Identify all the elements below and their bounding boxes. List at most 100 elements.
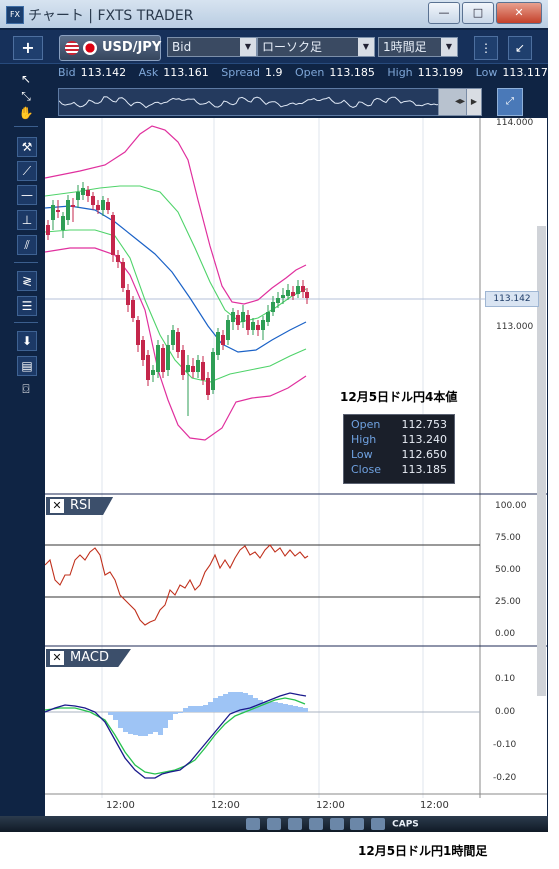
macd-histogram-bar (133, 712, 138, 735)
toolbar-divider (14, 322, 38, 323)
pointer-icon[interactable]: ↖ (20, 72, 32, 86)
macd-histogram-bar (243, 693, 248, 712)
download-icon[interactable]: ⬇ (17, 331, 37, 351)
ohlc-info-box: Open 112.753 High 113.240 Low 112.650 Close… (343, 414, 455, 484)
candle-body (81, 188, 85, 195)
tray-app-icon[interactable] (246, 818, 260, 830)
list-icon[interactable]: ▤ (17, 356, 37, 376)
rsi-tick-label: 25.00 (495, 597, 521, 607)
chart-area[interactable] (45, 118, 547, 816)
crosshair-pointer-icon[interactable]: ⤡ (21, 89, 31, 103)
macd-histogram-bar (248, 695, 253, 712)
vertical-line-icon[interactable]: ⊥ (17, 210, 37, 230)
macd-line (45, 692, 307, 779)
chart-type-value: ローソク足 (262, 40, 323, 54)
macd-histogram-bar (303, 708, 308, 712)
chart-navigator[interactable] (58, 88, 482, 116)
fan-icon[interactable]: ≷ (17, 271, 37, 291)
channel-icon[interactable]: ⫽ (17, 235, 37, 255)
macd-histogram-bar (278, 703, 283, 712)
fibonacci-icon[interactable]: ☰ (17, 296, 37, 316)
bollinger-lower-band (45, 247, 307, 441)
time-tick-label: 12:00 (420, 800, 449, 811)
ask-value: 113.161 (163, 66, 209, 79)
candle-body (236, 315, 240, 325)
camera-icon[interactable]: ⌼ (22, 382, 30, 396)
macd-histogram-bar (118, 712, 123, 728)
close-button[interactable]: ✕ (496, 2, 542, 24)
close-panel-icon[interactable]: ✕ (50, 499, 64, 513)
price-type-select[interactable]: Bid ▼ (167, 37, 257, 57)
ohlc-high-value: 113.240 (401, 433, 448, 446)
macd-tick-label: -0.20 (493, 773, 517, 783)
bollinger-upper-band (45, 125, 307, 305)
low-value: 113.117 (502, 66, 548, 79)
candle-body (121, 262, 125, 288)
macd-histogram-bar (263, 702, 268, 712)
ohlc-low-value: 112.650 (401, 448, 448, 461)
candle-body (141, 340, 145, 360)
timeframe-select[interactable]: 1時間足 ▼ (378, 37, 458, 57)
maximize-button[interactable]: □ (462, 2, 494, 24)
low-label: Low (475, 66, 498, 79)
macd-histogram-bar (193, 706, 198, 712)
jp-flag-icon (83, 41, 97, 55)
rsi-tick-label: 100.00 (495, 501, 527, 511)
window-title: チャート | FXTS TRADER (28, 8, 194, 24)
high-value: 113.199 (417, 66, 464, 79)
vertical-scrollbar[interactable] (537, 226, 546, 696)
tray-app-icon[interactable] (308, 818, 323, 830)
candle-body (116, 255, 120, 262)
macd-histogram-bar (148, 712, 153, 734)
candle-body (146, 355, 150, 380)
candle-body (156, 345, 160, 372)
current-price-label: 113.142 (485, 291, 539, 307)
chart-type-select[interactable]: ローソク足 ▼ (257, 37, 375, 57)
horizontal-line-icon[interactable]: — (17, 185, 37, 205)
chart-toolbar: + USD/JPY Bid ▼ ローソク足 ▼ 1時間足 ▼ ⋮ ↙ (0, 30, 548, 64)
macd-histogram-bar (178, 712, 183, 713)
settings-icon[interactable]: ⋮ (474, 36, 498, 60)
candle-body (111, 215, 115, 255)
tray-app-icon[interactable] (329, 818, 344, 830)
minimize-button[interactable]: — (428, 2, 460, 24)
symbol-button[interactable]: USD/JPY (59, 35, 161, 61)
candle-body (61, 216, 65, 230)
candle-body (301, 286, 305, 292)
title-bar: FX チャート | FXTS TRADER — □ ✕ (0, 0, 548, 29)
tray-app-icon[interactable] (371, 818, 386, 830)
tray-app-icon[interactable] (350, 818, 365, 830)
macd-histogram-bar (253, 698, 258, 712)
caps-indicator: CAPS (392, 819, 419, 830)
macd-histogram-bar (198, 706, 203, 712)
macd-histogram-bar (113, 712, 118, 720)
close-panel-icon[interactable]: ✕ (50, 651, 64, 665)
hammer-icon[interactable]: ⚒ (17, 137, 37, 157)
tray-app-icon[interactable] (266, 818, 281, 830)
symbol-label: USD/JPY (102, 40, 162, 55)
price-type-value: Bid (172, 40, 192, 54)
zoom-icon[interactable]: ⤢ (497, 88, 523, 116)
macd-histogram-bar (108, 712, 113, 715)
macd-histogram-bar (143, 712, 148, 736)
candle-body (196, 360, 200, 372)
undock-icon[interactable]: ↙ (508, 36, 532, 60)
candle-body (76, 192, 80, 200)
high-label: High (387, 66, 413, 79)
tray-app-icon[interactable] (287, 818, 302, 830)
add-chart-button[interactable]: + (13, 36, 43, 60)
quote-bar: Bid 113.142 Ask 113.161 Spread 1.9 Open 113.… (58, 66, 559, 79)
candle-body (241, 312, 245, 322)
rsi-panel-tag: ✕ RSI (46, 497, 114, 515)
time-tick-label: 12:00 (316, 800, 345, 811)
ohlc-high-label: High (351, 433, 377, 446)
hand-icon[interactable]: ✋ (18, 106, 34, 120)
trendline-icon[interactable]: ⟋ (17, 161, 37, 181)
ohlc-open-label: Open (351, 418, 381, 431)
play-icon[interactable]: ▶ (466, 88, 482, 116)
candle-body (281, 295, 285, 298)
macd-histogram-bar (218, 696, 223, 712)
macd-histogram-bar (168, 712, 173, 720)
macd-histogram-bar (228, 692, 233, 712)
